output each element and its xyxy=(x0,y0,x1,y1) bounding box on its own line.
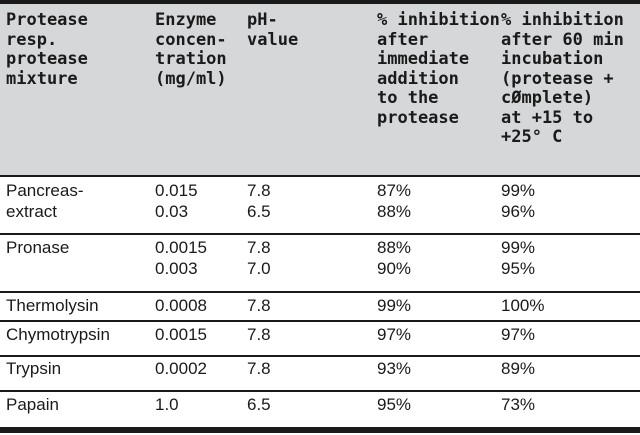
immediate-inhibition: 99% xyxy=(377,296,412,315)
incubation-inhibition: 99% xyxy=(501,181,536,200)
protease-name: Pancreas- xyxy=(6,181,84,200)
incubation-inhibition: 99% xyxy=(501,238,536,257)
ph-value: 7.8 xyxy=(247,325,271,344)
row-separator xyxy=(0,233,640,235)
incubation-inhibition: 97% xyxy=(501,325,536,344)
row-separator xyxy=(0,390,640,392)
row-separator xyxy=(0,355,640,357)
row-separator xyxy=(0,320,640,322)
header-enzyme-concentration: Enzyme concen- tration (mg/ml) xyxy=(155,10,227,89)
bottom-rule xyxy=(0,427,640,433)
row-separator xyxy=(0,291,640,293)
protease-name: Papain xyxy=(6,395,59,414)
enzyme-concentration: 1.0 xyxy=(155,395,179,414)
immediate-inhibition: 87% xyxy=(377,181,412,200)
immediate-inhibition: 88% xyxy=(377,238,412,257)
enzyme-concentration: 0.0002 xyxy=(155,359,207,378)
protease-name: Chymotrypsin xyxy=(6,325,110,344)
ph-value: 7.8 xyxy=(247,359,271,378)
enzyme-concentration: 0.03 xyxy=(155,202,189,221)
protease-name: extract xyxy=(6,202,58,221)
enzyme-concentration: 0.003 xyxy=(155,259,198,278)
header-protease: Protease resp. protease mixture xyxy=(6,10,88,89)
immediate-inhibition: 97% xyxy=(377,325,412,344)
incubation-inhibition: 96% xyxy=(501,202,536,221)
incubation-inhibition: 95% xyxy=(501,259,536,278)
top-rule xyxy=(0,0,640,4)
header-incubation-inhibition: % inhibition after 60 min incubation (pr… xyxy=(501,10,624,147)
protease-name: Pronase xyxy=(6,238,70,257)
incubation-inhibition: 89% xyxy=(501,359,536,378)
ph-value: 7.8 xyxy=(247,296,271,315)
ph-value: 7.8 xyxy=(247,181,271,200)
header-immediate-inhibition: % inhibition after immediate addition to… xyxy=(377,10,500,128)
enzyme-concentration: 0.015 xyxy=(155,181,198,200)
header-ph-value: pH- value xyxy=(247,10,299,50)
row-separator xyxy=(0,175,640,177)
ph-value: 6.5 xyxy=(247,395,271,414)
table-header: Protease resp. protease mixture Enzyme c… xyxy=(0,0,640,175)
incubation-inhibition: 100% xyxy=(501,296,545,315)
ph-value: 7.8 xyxy=(247,238,271,257)
protease-name: Thermolysin xyxy=(6,296,99,315)
enzyme-concentration: 0.0008 xyxy=(155,296,207,315)
ph-value: 6.5 xyxy=(247,202,271,221)
enzyme-concentration: 0.0015 xyxy=(155,238,207,257)
ph-value: 7.0 xyxy=(247,259,271,278)
enzyme-concentration: 0.0015 xyxy=(155,325,207,344)
immediate-inhibition: 93% xyxy=(377,359,412,378)
immediate-inhibition: 90% xyxy=(377,259,412,278)
incubation-inhibition: 73% xyxy=(501,395,536,414)
protease-name: Trypsin xyxy=(6,359,62,378)
immediate-inhibition: 95% xyxy=(377,395,412,414)
immediate-inhibition: 88% xyxy=(377,202,412,221)
